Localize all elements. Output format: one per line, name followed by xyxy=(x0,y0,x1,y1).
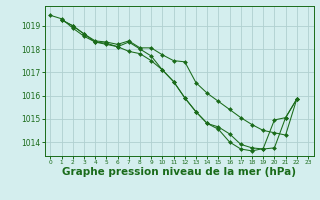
X-axis label: Graphe pression niveau de la mer (hPa): Graphe pression niveau de la mer (hPa) xyxy=(62,167,296,177)
